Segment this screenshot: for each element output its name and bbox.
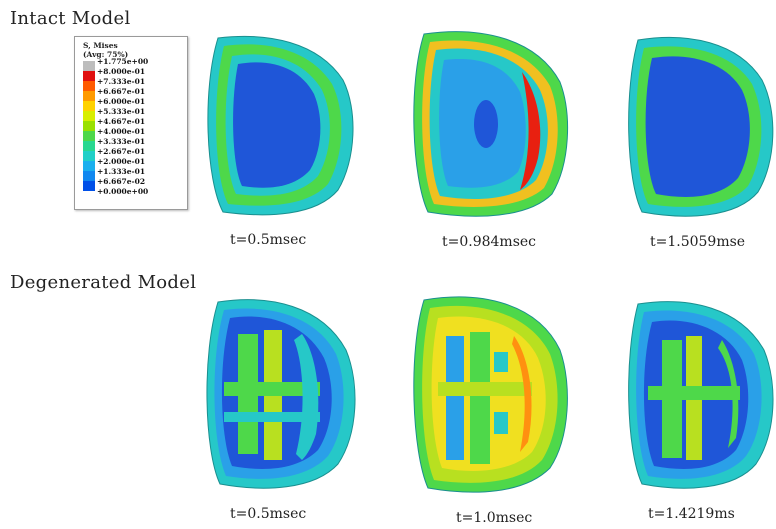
- degenerated-panel-t2: [413, 296, 568, 493]
- degenerated-contour-t3: [628, 301, 774, 489]
- intact-caption-3: t=1.5059mse: [650, 234, 746, 250]
- intact-model-title: Intact Model: [10, 8, 131, 29]
- legend-swatch: [83, 151, 95, 161]
- legend-value-label: +2.000e-01: [97, 157, 146, 166]
- legend-title: S, Mises (Avg: 75%): [83, 41, 128, 59]
- intact-contour-t1: [207, 35, 354, 216]
- legend-color-scale: [83, 61, 95, 191]
- legend-swatch: [83, 181, 95, 191]
- legend-value-label: +8.000e-01: [97, 67, 146, 76]
- intact-caption-1: t=0.5msec: [230, 232, 307, 248]
- legend-value-label: +3.333e-01: [97, 137, 146, 146]
- legend-value-label: +2.667e-01: [97, 147, 146, 156]
- legend-swatch: [83, 71, 95, 81]
- degenerated-caption-3: t=1.4219ms: [648, 506, 735, 522]
- legend-swatch: [83, 61, 95, 71]
- degenerated-caption-1: t=0.5msec: [230, 506, 307, 522]
- legend-swatch: [83, 91, 95, 101]
- legend-value-label: +5.333e-01: [97, 107, 146, 116]
- legend-value-label: +6.667e-02: [97, 177, 146, 186]
- legend-value-label: +6.667e-01: [97, 87, 146, 96]
- legend-value-label: +0.000e+00: [97, 187, 149, 196]
- intact-caption-2: t=0.984msec: [442, 234, 537, 250]
- legend-value-label: +1.333e-01: [97, 167, 146, 176]
- legend-value-label: +4.667e-01: [97, 117, 146, 126]
- degenerated-panel-t3: [628, 301, 774, 489]
- legend-title-line1: S, Mises: [83, 41, 118, 50]
- legend-title-line2: (Avg: 75%): [83, 50, 129, 59]
- legend-value-label: +1.775e+00: [97, 57, 149, 66]
- legend-swatch: [83, 111, 95, 121]
- legend-swatch: [83, 161, 95, 171]
- intact-contour-t2: [413, 31, 568, 217]
- legend-swatch: [83, 101, 95, 111]
- legend-value-label: +7.333e-01: [97, 77, 146, 86]
- legend-swatch: [83, 171, 95, 181]
- legend-swatch: [83, 131, 95, 141]
- legend-value-labels: +1.775e+00 +8.000e-01 +7.333e-01 +6.667e-01…: [97, 57, 148, 197]
- degenerated-caption-2: t=1.0msec: [456, 510, 533, 526]
- legend-value-label: +6.000e-01: [97, 97, 146, 106]
- degenerated-model-title: Degenerated Model: [10, 272, 197, 293]
- intact-panel-t2: [413, 31, 568, 217]
- legend-swatch: [83, 81, 95, 91]
- degenerated-panel-t1: [206, 299, 356, 489]
- degenerated-contour-t1: [206, 299, 356, 489]
- intact-contour-t3: [628, 36, 774, 217]
- degenerated-contour-t2: [413, 296, 568, 493]
- intact-panel-t3: [628, 36, 774, 217]
- intact-panel-t1: [207, 35, 354, 216]
- mises-stress-legend: S, Mises (Avg: 75%) +1.775e+00 +8.000e-01…: [74, 36, 188, 210]
- legend-value-label: +4.000e-01: [97, 127, 146, 136]
- legend-swatch: [83, 121, 95, 131]
- legend-swatch: [83, 141, 95, 151]
